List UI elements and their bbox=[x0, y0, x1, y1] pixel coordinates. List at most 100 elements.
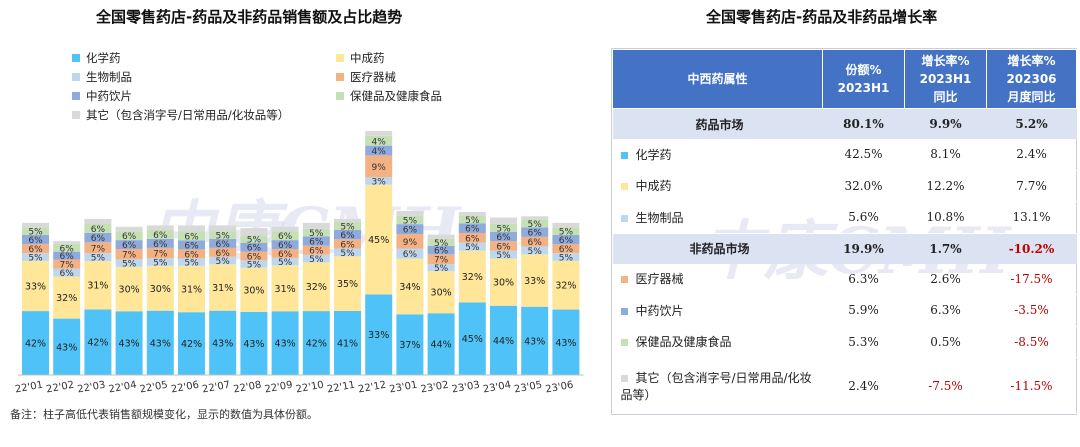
bar-segment bbox=[302, 222, 330, 229]
bar-data-label: 6% bbox=[184, 250, 199, 260]
x-tick-label: 22'08 bbox=[233, 380, 263, 396]
bar-data-label: 30% bbox=[119, 285, 140, 296]
bar-data-label: 6% bbox=[278, 232, 293, 242]
bar-data-label: 6% bbox=[216, 249, 231, 259]
bar-data-label: 32% bbox=[56, 293, 77, 304]
bar-segment bbox=[552, 222, 580, 228]
bar-data-label: 5% bbox=[559, 254, 574, 264]
bar-data-label: 5% bbox=[309, 229, 324, 239]
bar-data-label: 5% bbox=[403, 217, 418, 227]
bar-data-label: 43% bbox=[243, 339, 264, 350]
value-cell: -7.5% bbox=[904, 357, 987, 414]
bar-data-label: 5% bbox=[216, 232, 231, 242]
bar-segment bbox=[427, 245, 455, 255]
bar-segment bbox=[178, 249, 205, 259]
right-table-title: 全国零售药店-药品及非药品增长率 bbox=[706, 8, 938, 26]
bar-segment bbox=[552, 309, 580, 375]
bar-segment bbox=[84, 242, 112, 254]
bar-segment bbox=[552, 260, 580, 310]
value-cell: 0.5% bbox=[904, 326, 987, 359]
legend-item: 生物制品 bbox=[72, 69, 132, 85]
value-cell: 42.5% bbox=[822, 139, 905, 171]
bar-segment bbox=[302, 254, 330, 263]
bar-segment bbox=[396, 211, 424, 216]
chart-legend: 化学药 中成药 生物制品 医疗器械 中药饮片 保健品及健康食品 其它（包含消字号/日常用品/… bbox=[72, 50, 552, 130]
bar-segment bbox=[334, 310, 361, 375]
bar-data-label: 31% bbox=[87, 281, 108, 292]
bar-segment bbox=[396, 233, 424, 249]
legend-swatch bbox=[336, 92, 344, 100]
bar-data-label: 6% bbox=[309, 238, 324, 248]
bar-segment bbox=[490, 250, 517, 259]
bar-segment bbox=[334, 222, 361, 230]
bar-segment bbox=[302, 236, 330, 246]
bar-data-label: 4% bbox=[372, 147, 387, 157]
legend-item: 其它（包含消字号/日常用品/化妆品等） bbox=[72, 107, 289, 123]
bar-data-label: 43% bbox=[119, 339, 140, 350]
bar-data-label: 43% bbox=[524, 336, 545, 347]
bar-segment bbox=[396, 215, 424, 225]
bar-data-label: 6% bbox=[184, 232, 199, 242]
legend-label: 中成药 bbox=[350, 51, 385, 65]
bar-data-label: 43% bbox=[275, 339, 296, 350]
bar-segment bbox=[146, 247, 174, 259]
bar-data-label: 6% bbox=[496, 233, 511, 243]
bar-data-label: 34% bbox=[399, 282, 420, 293]
bar-segment bbox=[365, 177, 393, 185]
table-row: 生物制品 5.6% 10.8% 13.1% bbox=[612, 201, 1077, 234]
bar-data-label: 5% bbox=[340, 222, 355, 232]
bar-data-label: 31% bbox=[275, 284, 296, 295]
bar-segment bbox=[334, 256, 361, 311]
bar-segment bbox=[115, 248, 143, 260]
bar-data-label: 6% bbox=[528, 238, 543, 248]
value-cell: -10.2% bbox=[986, 233, 1077, 264]
legend-label: 医疗器械 bbox=[350, 70, 396, 84]
value-cell: 13.1% bbox=[986, 201, 1077, 234]
legend-label: 保健品及健康食品 bbox=[350, 89, 442, 103]
bar-data-label: 7% bbox=[60, 261, 75, 271]
bar-data-label: 5% bbox=[496, 251, 511, 261]
bar-data-label: 6% bbox=[28, 236, 43, 246]
bar-segment bbox=[552, 253, 580, 261]
value-cell: 2.4% bbox=[986, 139, 1077, 171]
value-cell: 6.3% bbox=[822, 263, 905, 296]
bar-segment bbox=[115, 311, 143, 375]
legend-label: 中药饮片 bbox=[86, 89, 132, 103]
x-tick-label: 22'03 bbox=[77, 380, 107, 396]
bar-segment bbox=[365, 294, 393, 375]
bar-segment bbox=[271, 231, 299, 241]
bar-data-label: 5% bbox=[184, 259, 199, 269]
bar-segment bbox=[521, 236, 549, 247]
bar-segment bbox=[84, 261, 112, 310]
bar-segment bbox=[209, 310, 237, 375]
bar-segment bbox=[84, 218, 112, 224]
value-cell: -3.5% bbox=[986, 294, 1077, 327]
bar-segment bbox=[365, 131, 393, 136]
bar-data-label: 6% bbox=[278, 250, 293, 260]
value-cell: 19.9% bbox=[822, 233, 905, 264]
bar-segment bbox=[209, 247, 237, 257]
bar-data-label: 6% bbox=[309, 247, 324, 257]
attr-cell: 中成药 bbox=[612, 170, 823, 203]
bar-segment bbox=[521, 306, 549, 375]
bar-segment bbox=[334, 229, 361, 240]
bar-segment bbox=[427, 254, 455, 265]
x-tick-label: 22'01 bbox=[14, 380, 44, 396]
bar-segment bbox=[427, 271, 455, 314]
bar-segment bbox=[521, 219, 549, 228]
bar-segment bbox=[209, 225, 237, 232]
bar-segment bbox=[521, 246, 549, 255]
bar-data-label: 6% bbox=[60, 244, 75, 254]
bar-segment bbox=[53, 259, 81, 269]
bar-segment bbox=[271, 240, 299, 249]
bar-data-label: 43% bbox=[150, 338, 171, 349]
legend-swatch bbox=[336, 54, 344, 62]
bar-data-label: 30% bbox=[493, 278, 514, 289]
bar-segment bbox=[552, 227, 580, 236]
value-cell: 1.7% bbox=[904, 233, 987, 264]
x-tick-label: 23'04 bbox=[482, 380, 512, 396]
bar-segment bbox=[490, 241, 517, 251]
attr-cell: 其它（包含消字号/日常用品/化妆品等） bbox=[612, 357, 823, 414]
bar-data-label: 42% bbox=[25, 339, 46, 350]
bar-segment bbox=[146, 258, 174, 266]
